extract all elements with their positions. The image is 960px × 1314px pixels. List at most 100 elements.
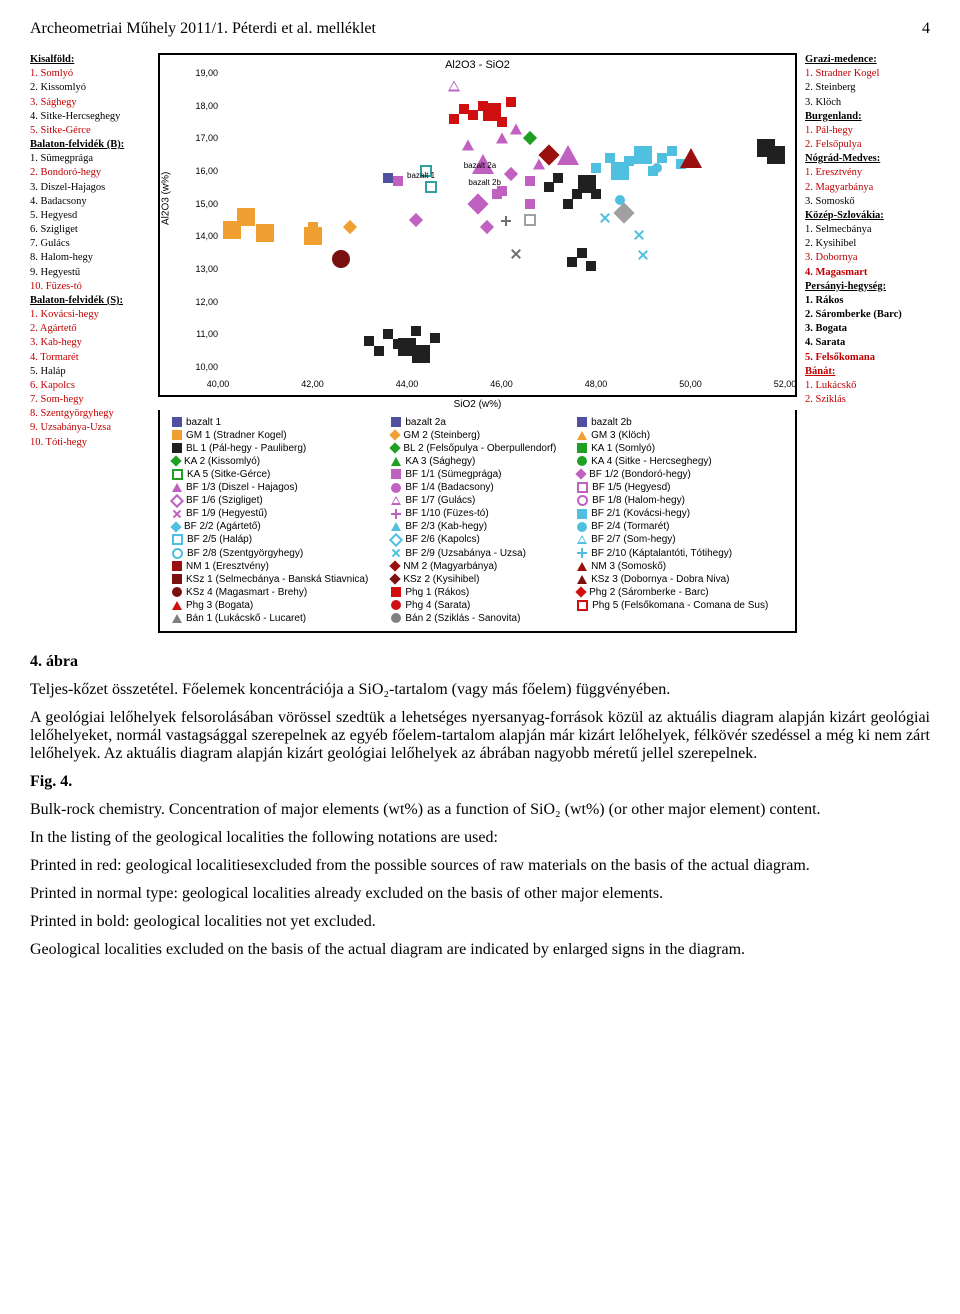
data-point bbox=[634, 230, 644, 240]
caption: 4. ábra Teljes-kőzet összetétel. Főeleme… bbox=[30, 653, 930, 959]
legend-entry: BF 2/2 (Agártető) bbox=[168, 520, 387, 533]
legend-label: KA 4 (Sitke - Hercseghegy) bbox=[591, 456, 712, 467]
legend-entry: Bán 1 (Lukácskő - Lucaret) bbox=[168, 612, 387, 625]
legend-item: 8. Halom-hegy bbox=[30, 251, 150, 265]
legend-entry: Phg 2 (Sáromberke - Barc) bbox=[573, 586, 787, 599]
y-tick: 11,00 bbox=[196, 329, 218, 339]
x-tick: 44,00 bbox=[396, 379, 419, 389]
legend-entry: BL 1 (Pál-hegy - Pauliberg) bbox=[168, 442, 387, 455]
legend-label: BF 1/5 (Hegyesd) bbox=[592, 482, 670, 493]
legend-entry: BF 1/3 (Diszel - Hajagos) bbox=[168, 481, 387, 494]
chart-title: Al2O3 - SiO2 bbox=[160, 59, 795, 71]
data-point bbox=[506, 97, 516, 107]
chart-annotation: bazalt 1 bbox=[407, 171, 435, 180]
legend-label: NM 3 (Somoskő) bbox=[591, 561, 666, 572]
legend-item: 2. Bondoró-hegy bbox=[30, 166, 150, 180]
legend-swatch bbox=[575, 586, 586, 597]
data-point bbox=[667, 146, 677, 156]
legend-item: Nógrád-Medves: bbox=[805, 152, 930, 166]
data-point bbox=[449, 114, 459, 124]
legend-swatch bbox=[172, 469, 183, 480]
legend-swatch bbox=[390, 443, 401, 454]
legend-entry: KA 3 (Sághegy) bbox=[387, 455, 573, 468]
caption-p3: A geológiai lelőhelyek felsorolásában vö… bbox=[30, 709, 930, 763]
legend-entry: BF 1/6 (Szigliget) bbox=[168, 494, 387, 507]
data-point bbox=[767, 146, 785, 164]
legend-item: 4. Badacsony bbox=[30, 195, 150, 209]
legend-item: 5. Haláp bbox=[30, 365, 150, 379]
legend-swatch bbox=[391, 522, 401, 531]
data-point bbox=[462, 139, 474, 150]
legend-swatch bbox=[389, 533, 403, 547]
x-tick: 50,00 bbox=[679, 379, 702, 389]
data-point bbox=[393, 176, 403, 186]
legend-entry: NM 3 (Somoskő) bbox=[573, 560, 787, 573]
legend-swatch bbox=[170, 521, 181, 532]
chart-box: Al2O3 - SiO2 Al2O3 (w%) 10,0011,0012,001… bbox=[158, 53, 797, 397]
legend-item: 7. Gulács bbox=[30, 237, 150, 251]
left-legend: Kisalföld:1. Somlyó2. Kissomlyó3. Ságheg… bbox=[30, 53, 150, 633]
legend-entry: NM 1 (Eresztvény) bbox=[168, 560, 387, 573]
legend-swatch bbox=[172, 417, 182, 427]
legend-label: Phg 2 (Sáromberke - Barc) bbox=[589, 587, 709, 598]
legend-entry: bazalt 2b bbox=[573, 416, 787, 429]
legend-entry: BF 2/3 (Kab-hegy) bbox=[387, 520, 573, 533]
legend-item: 1. Rákos bbox=[805, 294, 930, 308]
data-point bbox=[567, 257, 577, 267]
chart-annotation: bazalt 2b bbox=[468, 178, 500, 187]
data-point bbox=[237, 208, 255, 226]
data-point bbox=[504, 167, 518, 181]
x-tick: 46,00 bbox=[490, 379, 513, 389]
data-point bbox=[577, 248, 587, 258]
legend-label: Phg 5 (Felsőkomana - Comana de Sus) bbox=[592, 600, 768, 611]
data-point bbox=[680, 148, 702, 168]
legend-swatch bbox=[577, 509, 587, 519]
legend-entry: KA 5 (Sitke-Gérce) bbox=[168, 468, 387, 481]
legend-item: 5. Hegyesd bbox=[30, 209, 150, 223]
legend-label: KA 3 (Sághegy) bbox=[405, 456, 475, 467]
legend-item: Balaton-felvidék (S): bbox=[30, 294, 150, 308]
data-point bbox=[497, 117, 507, 127]
legend-swatch bbox=[172, 443, 182, 453]
legend-item: Persányi-hegység: bbox=[805, 280, 930, 294]
plot-area: bazalt 1bazalt 2abazalt 2b bbox=[218, 73, 785, 367]
legend-label: NM 1 (Eresztvény) bbox=[186, 561, 269, 572]
legend-item: 3. Sághegy bbox=[30, 96, 150, 110]
legend-item: Grazi-medence: bbox=[805, 53, 930, 67]
legend-entry: BF 2/5 (Haláp) bbox=[168, 533, 387, 546]
legend-entry: KSz 3 (Dobornya - Dobra Niva) bbox=[573, 573, 787, 586]
legend-swatch bbox=[391, 587, 401, 597]
legend-item: 1. Selmecbánya bbox=[805, 223, 930, 237]
legend-label: KA 5 (Sitke-Gérce) bbox=[187, 469, 270, 480]
legend-item: 6. Szigliget bbox=[30, 223, 150, 237]
legend-swatch bbox=[577, 495, 588, 506]
data-point bbox=[468, 110, 478, 120]
legend-item: 3. Klöch bbox=[805, 96, 930, 110]
page-header: Archeometriai Műhely 2011/1. Péterdi et … bbox=[30, 20, 930, 38]
data-point bbox=[409, 213, 423, 227]
legend-swatch bbox=[391, 483, 401, 493]
legend-label: BF 2/6 (Kapolcs) bbox=[405, 534, 479, 545]
legend-label: BF 1/1 (Sümegprága) bbox=[405, 469, 501, 480]
legend-label: KA 1 (Somlyó) bbox=[591, 443, 655, 454]
legend-entry: BF 2/6 (Kapolcs) bbox=[387, 533, 573, 546]
data-point bbox=[510, 123, 522, 134]
legend-entry: KSz 4 (Magasmart - Brehy) bbox=[168, 586, 387, 599]
data-point bbox=[524, 214, 536, 226]
data-point bbox=[624, 156, 634, 166]
data-point bbox=[467, 193, 488, 214]
y-tick: 12,00 bbox=[195, 297, 218, 307]
legend-item: 3. Diszel-Hajagos bbox=[30, 181, 150, 195]
data-point bbox=[525, 199, 535, 209]
y-tick: 13,00 bbox=[195, 264, 218, 274]
legend-entry: KA 1 (Somlyó) bbox=[573, 442, 787, 455]
legend-label: BF 1/7 (Gulács) bbox=[405, 495, 475, 506]
legend-item: 1. Kovácsi-hegy bbox=[30, 308, 150, 322]
legend-label: Bán 2 (Sziklás - Sanovita) bbox=[405, 613, 520, 624]
data-point bbox=[412, 345, 430, 363]
legend-swatch bbox=[391, 600, 401, 610]
legend-entry: KSz 1 (Selmecbánya - Banská Stiavnica) bbox=[168, 573, 387, 586]
legend-entry: GM 1 (Stradner Kogel) bbox=[168, 429, 387, 442]
legend-entry: BF 1/1 (Sümegprága) bbox=[387, 468, 573, 481]
legend-entry: Phg 4 (Sarata) bbox=[387, 599, 573, 612]
